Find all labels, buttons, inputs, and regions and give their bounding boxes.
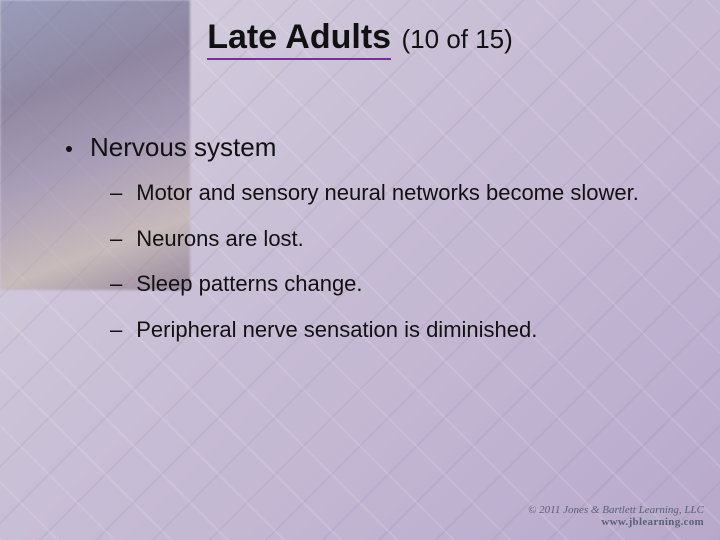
title-main: Late Adults (207, 18, 391, 60)
title-subcount: (10 of 15) (402, 24, 513, 54)
bullet-level2: – Motor and sensory neural networks beco… (110, 179, 660, 207)
bullet-level2-text: Sleep patterns change. (136, 270, 362, 298)
copyright-text: © 2011 Jones & Bartlett Learning, LLC (528, 504, 704, 516)
bullet-level2: – Peripheral nerve sensation is diminish… (110, 316, 660, 344)
bullet-dot-icon (66, 146, 72, 152)
slide-body: Nervous system – Motor and sensory neura… (66, 132, 660, 361)
bullet-dash-icon: – (110, 270, 122, 298)
bullet-dash-icon: – (110, 179, 122, 207)
bullet-level2: – Neurons are lost. (110, 225, 660, 253)
bullet-dash-icon: – (110, 316, 122, 344)
bullet-level1-text: Nervous system (90, 132, 276, 163)
copyright-footer: © 2011 Jones & Bartlett Learning, LLC ww… (528, 504, 704, 528)
bullet-level1: Nervous system (66, 132, 660, 163)
slide-title: Late Adults (10 of 15) (0, 18, 720, 57)
sub-bullet-list: – Motor and sensory neural networks beco… (110, 179, 660, 343)
bullet-level2-text: Motor and sensory neural networks become… (136, 179, 639, 207)
bullet-level2: – Sleep patterns change. (110, 270, 660, 298)
slide: Late Adults (10 of 15) Nervous system – … (0, 0, 720, 540)
bullet-level2-text: Neurons are lost. (136, 225, 304, 253)
publisher-url: www.jblearning.com (528, 516, 704, 528)
bullet-level2-text: Peripheral nerve sensation is diminished… (136, 316, 537, 344)
bullet-dash-icon: – (110, 225, 122, 253)
